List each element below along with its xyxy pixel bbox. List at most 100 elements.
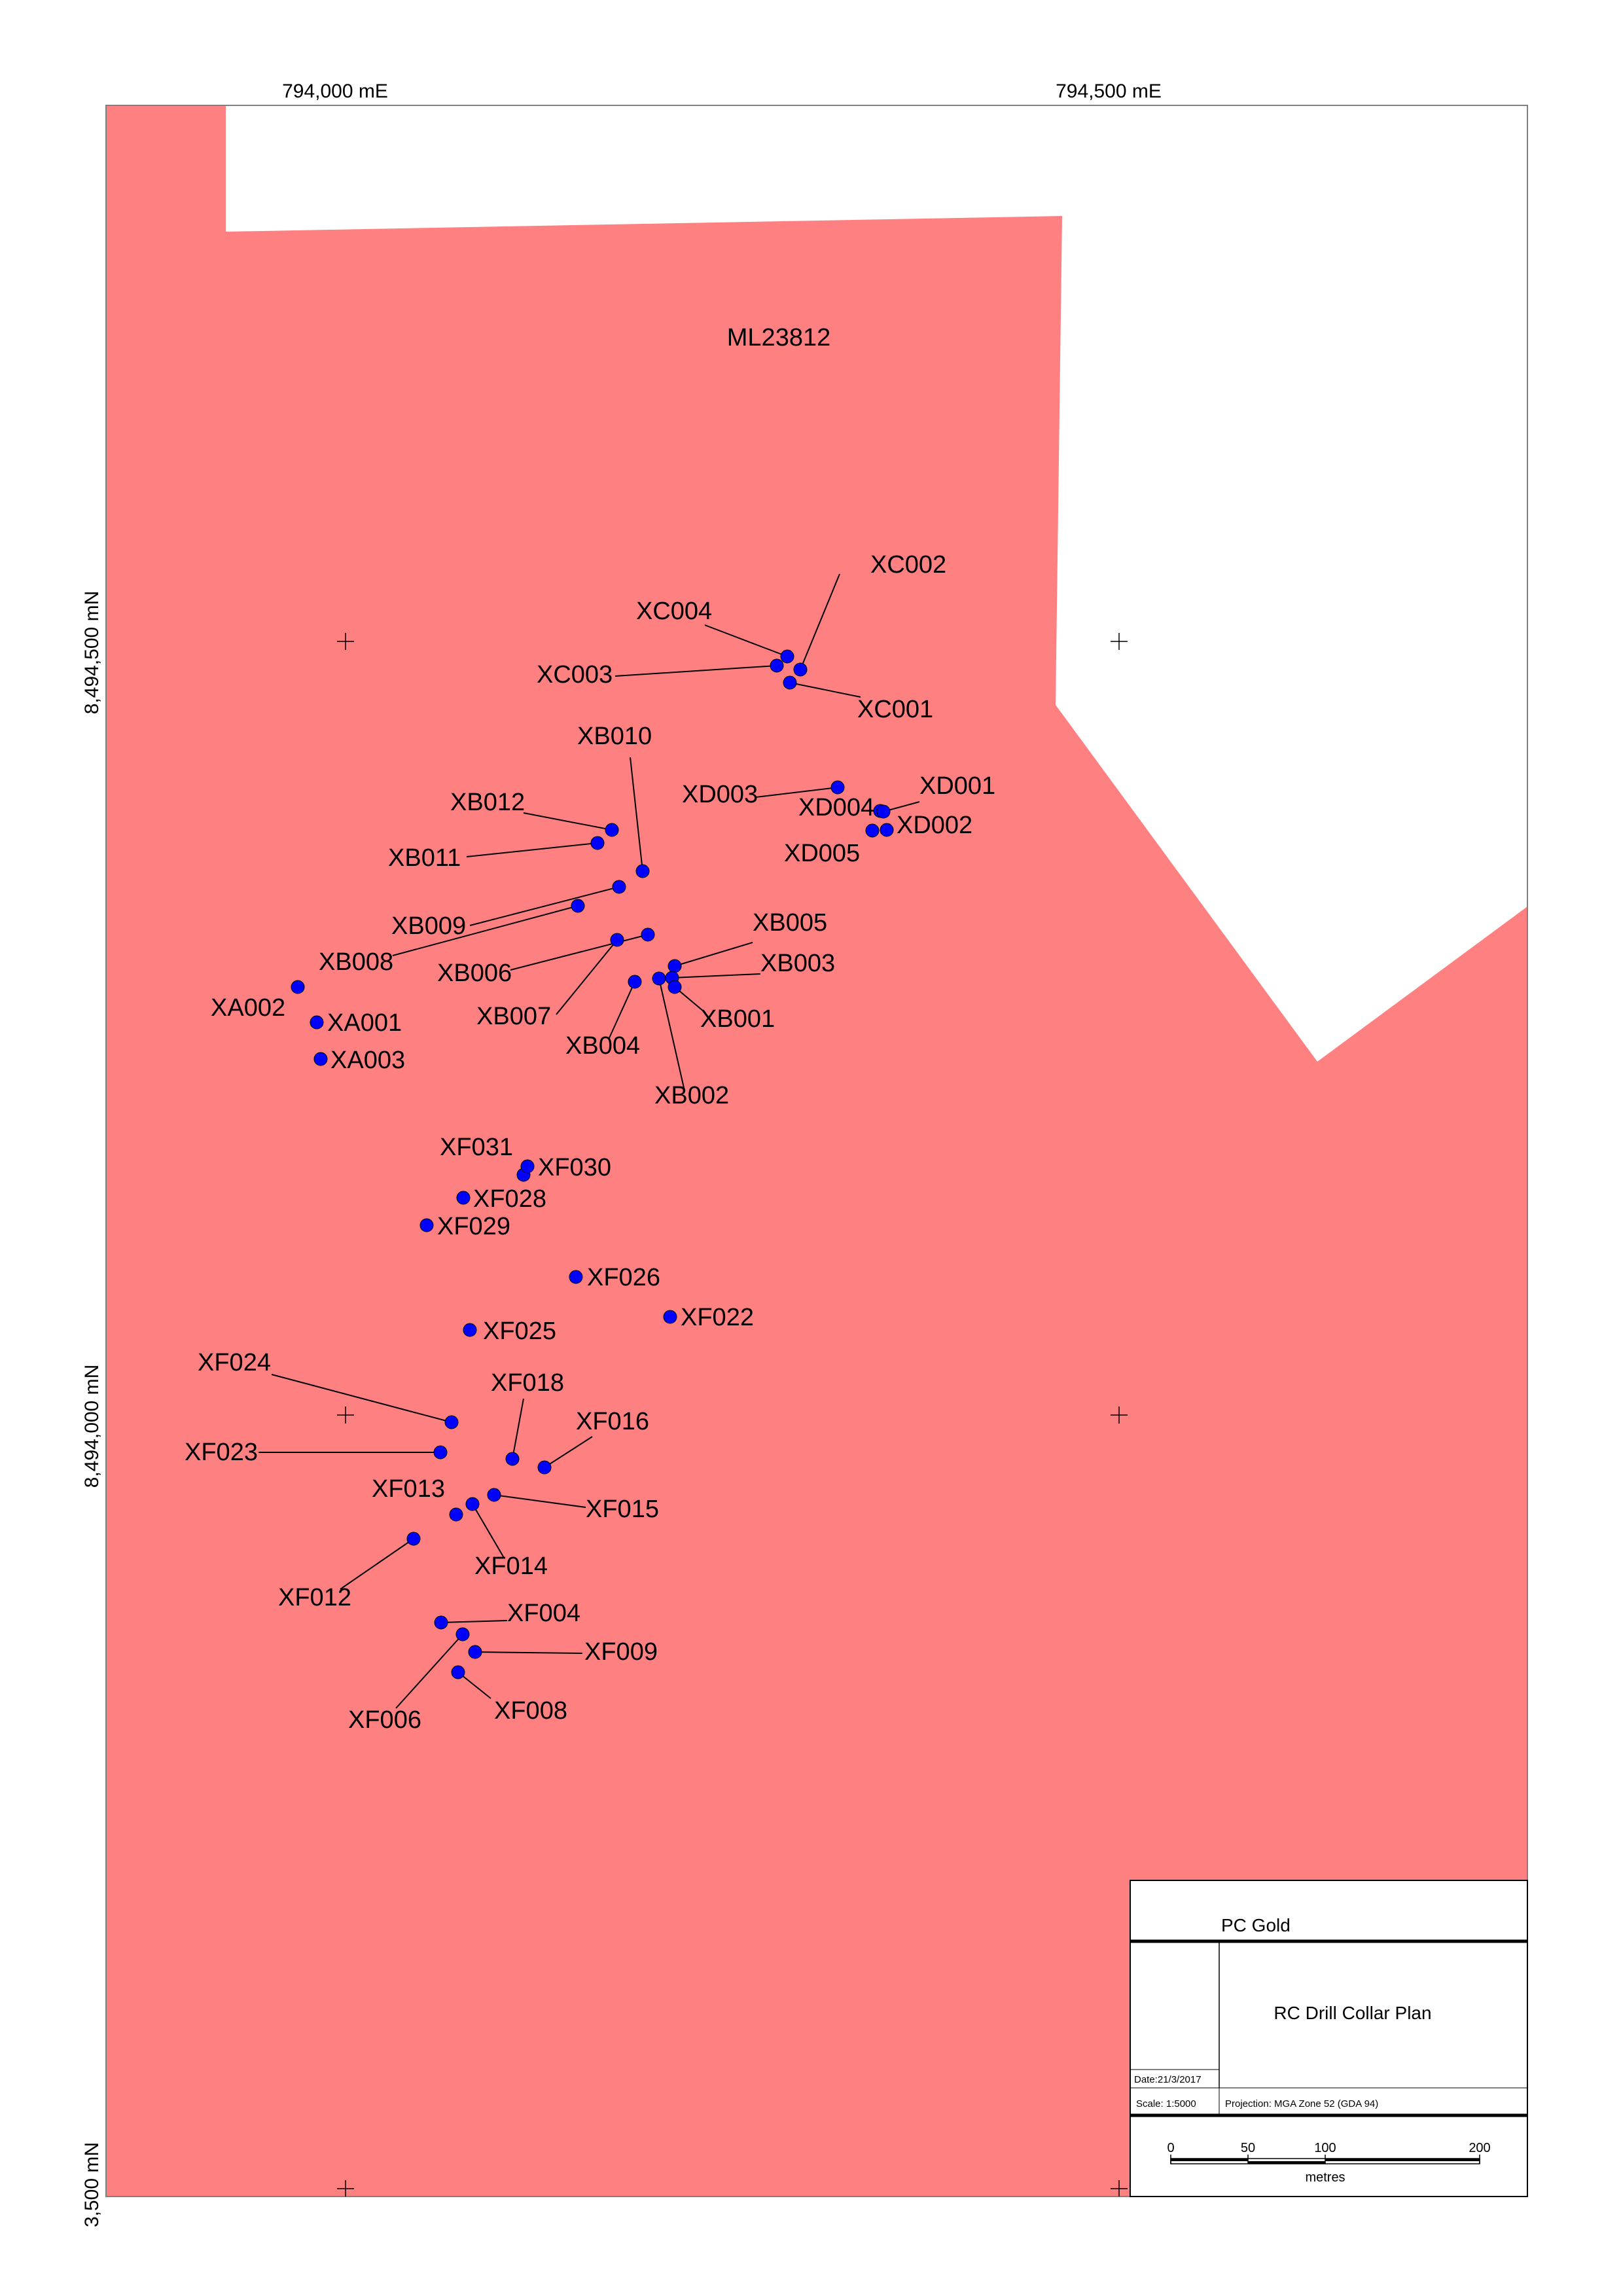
leader-line-xf014 (472, 1503, 505, 1558)
plan-scale: Scale: 1:5000 (1136, 2098, 1196, 2109)
collar-xb005 (668, 959, 682, 973)
collar-xd002 (880, 823, 894, 837)
collar-label-xf028: XF028 (473, 1185, 546, 1213)
collar-label-xb007: XB007 (476, 1003, 551, 1030)
collar-xf004 (434, 1615, 448, 1630)
collar-xa003 (313, 1052, 328, 1066)
leader-line-xf018 (512, 1398, 524, 1460)
collar-label-xf015: XF015 (586, 1496, 659, 1523)
collar-label-xb009: XB009 (391, 912, 466, 940)
collar-xb008 (571, 899, 585, 913)
leader-line-xc003 (615, 665, 777, 677)
leader-line-xf015 (493, 1494, 586, 1508)
collar-xf012 (406, 1532, 421, 1546)
leader-lines (258, 573, 920, 1709)
collar-label-xb006: XB006 (437, 960, 512, 987)
leader-line-xf024 (271, 1374, 452, 1423)
collar-label-xf014: XF014 (474, 1552, 548, 1580)
leader-line-xb004 (608, 981, 635, 1040)
collar-label-xf008: XF008 (494, 1697, 567, 1725)
tenement-label: ML23812 (727, 324, 830, 351)
scalebar-unit: metres (1305, 2170, 1345, 2185)
collar-xf026 (569, 1270, 583, 1284)
collar-label-xd003: XD003 (682, 781, 758, 808)
collar-xa001 (310, 1015, 324, 1030)
collar-xc002 (793, 662, 808, 677)
scalebar-tick-50: 50 (1241, 2141, 1255, 2155)
collar-label-xf012: XF012 (278, 1584, 351, 1611)
collar-label-xf013: XF013 (372, 1475, 445, 1503)
collar-xb006 (641, 927, 655, 942)
drill-collars (291, 649, 894, 1679)
scale-bar: 0 50 100 200 metres (1167, 2141, 1490, 2185)
collar-xf018 (505, 1452, 520, 1466)
collar-xf014 (465, 1497, 480, 1511)
collar-xf009 (468, 1645, 482, 1659)
collar-xf029 (419, 1218, 434, 1232)
collar-label-xc003: XC003 (537, 661, 613, 689)
collar-xd003 (830, 780, 845, 795)
collar-label-xf022: XF022 (681, 1304, 754, 1331)
northing-label-1: 8,494,500 mN (81, 591, 103, 714)
leader-line-xf004 (440, 1620, 508, 1623)
collar-label-xf024: XF024 (198, 1349, 271, 1376)
collar-label-xb012: XB012 (450, 789, 525, 816)
collar-xf024 (444, 1415, 459, 1429)
scalebar-tick-200: 200 (1469, 2141, 1490, 2155)
collar-xf016 (537, 1460, 552, 1475)
easting-label-1: 794,000 mE (282, 81, 388, 102)
leader-line-xb008 (392, 905, 579, 956)
collar-xb009 (612, 880, 626, 894)
collar-xc003 (770, 658, 784, 673)
collar-label-xc004: XC004 (636, 598, 712, 625)
leader-line-xb011 (466, 842, 598, 857)
leader-line-xb007 (556, 939, 618, 1015)
collar-xf028 (456, 1191, 471, 1205)
leader-line-xc001 (789, 682, 861, 698)
collar-label-xd001: XD001 (919, 772, 995, 800)
collar-label-xb010: XB010 (577, 723, 652, 750)
collar-xd005 (865, 823, 880, 838)
collar-label-xf004: XF004 (507, 1600, 580, 1627)
collar-xf030 (520, 1159, 535, 1174)
collar-label-xb003: XB003 (760, 950, 835, 977)
leader-line-xc004 (704, 624, 788, 657)
leader-line-xf016 (544, 1436, 593, 1468)
leader-line-xb005 (674, 942, 753, 967)
northing-label-3: 3,500 mN (81, 2142, 103, 2227)
collar-label-xa003: XA003 (330, 1047, 405, 1074)
collar-xb012 (605, 823, 619, 837)
collar-label-xf016: XF016 (576, 1408, 649, 1435)
northing-label-2: 8,494,000 mN (81, 1365, 103, 1488)
collar-xc004 (780, 649, 794, 664)
collar-xf006 (455, 1627, 470, 1641)
leader-line-xb006 (510, 934, 649, 971)
collar-label-xf009: XF009 (584, 1638, 658, 1666)
collar-label-xb011: XB011 (388, 844, 461, 872)
collar-xc001 (783, 675, 797, 690)
company-name: PC Gold (1221, 1915, 1291, 1935)
collar-label-xd002: XD002 (897, 812, 972, 839)
collar-label-xc002: XC002 (870, 551, 946, 579)
collar-xf013 (449, 1507, 463, 1522)
collar-label-xb002: XB002 (654, 1082, 729, 1109)
collar-label-xd004: XD004 (798, 794, 874, 821)
leader-line-xd003 (755, 787, 838, 798)
collar-xf022 (663, 1310, 677, 1324)
leader-line-xf006 (395, 1634, 463, 1709)
scalebar-tick-0: 0 (1167, 2141, 1174, 2155)
collar-label-xf006: XF006 (348, 1706, 421, 1734)
collar-xf023 (433, 1445, 448, 1460)
collar-xd001 (876, 804, 891, 819)
collar-xf015 (487, 1488, 501, 1502)
collar-label-xa001: XA001 (327, 1009, 402, 1037)
collar-xb004 (628, 975, 642, 989)
plan-title: RC Drill Collar Plan (1274, 2003, 1431, 2023)
collar-label-xf018: XF018 (491, 1369, 564, 1397)
leader-line-xf012 (340, 1538, 414, 1590)
easting-label-2: 794,500 mE (1056, 81, 1162, 102)
collar-label-xb004: XB004 (565, 1032, 640, 1060)
plan-date: Date:21/3/2017 (1134, 2074, 1202, 2085)
collar-xf008 (451, 1665, 465, 1679)
leader-line-xb010 (630, 757, 643, 872)
